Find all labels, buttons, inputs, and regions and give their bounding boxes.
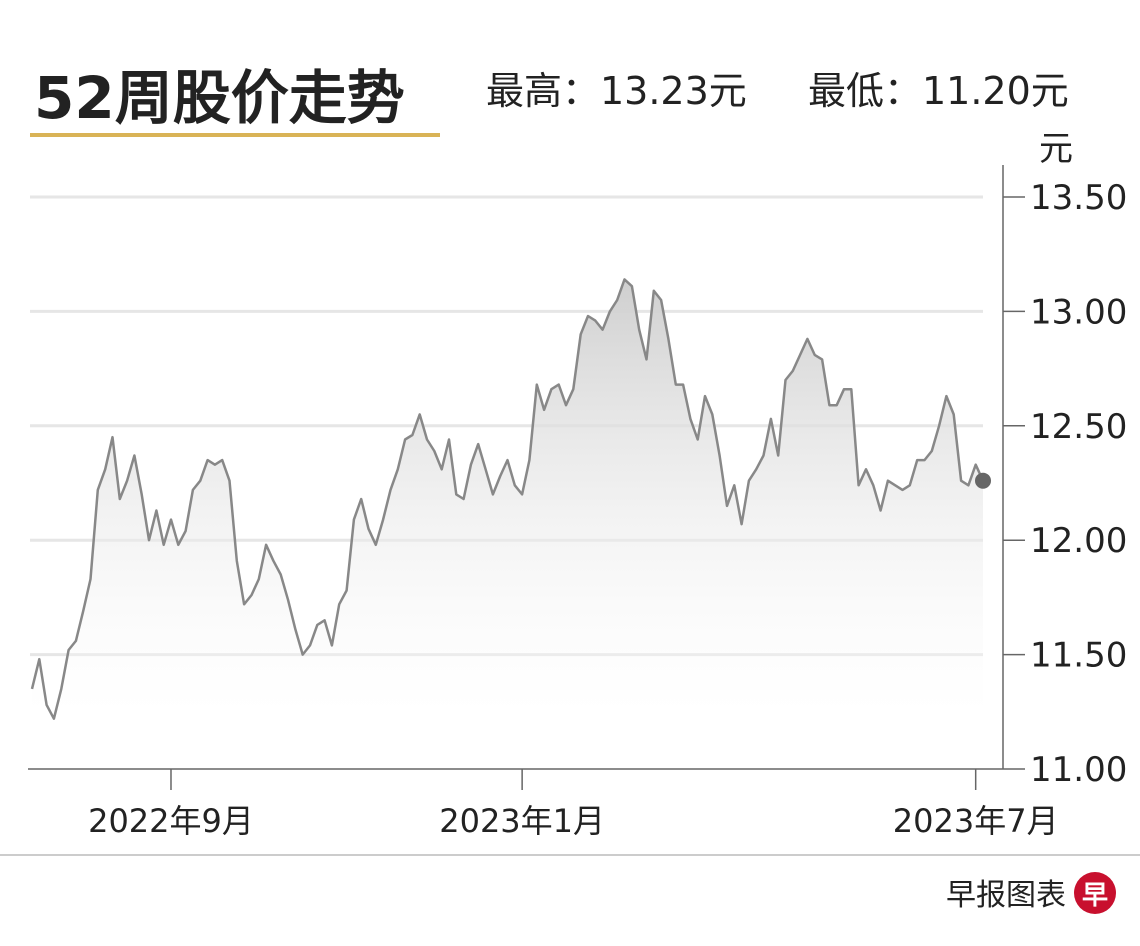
y-tick-label: 11.00 (1030, 750, 1127, 790)
y-tick-label: 11.50 (1030, 636, 1127, 676)
y-tick-label: 12.50 (1030, 407, 1127, 447)
y-tick-label: 13.50 (1030, 178, 1127, 218)
x-tick-label: 2022年9月 (88, 802, 254, 840)
unit-label: 元 (1039, 129, 1073, 169)
y-tick-label: 12.00 (1030, 521, 1127, 561)
x-tick-label: 2023年7月 (893, 802, 1059, 840)
x-tick-label: 2023年1月 (439, 802, 605, 840)
high-label: 最高：13.23元 (486, 69, 747, 113)
logo-text: 早 (1082, 881, 1108, 911)
logo-badge (1074, 872, 1116, 914)
chart-title: 52周股价走势 (34, 64, 405, 132)
y-tick-label: 13.00 (1030, 292, 1127, 332)
source: 早报图表 (946, 878, 1066, 913)
area (32, 279, 983, 719)
line (30, 278, 985, 720)
end-point (975, 472, 991, 489)
low-label: 最低：11.20元 (808, 69, 1069, 113)
title-underline (30, 133, 440, 137)
